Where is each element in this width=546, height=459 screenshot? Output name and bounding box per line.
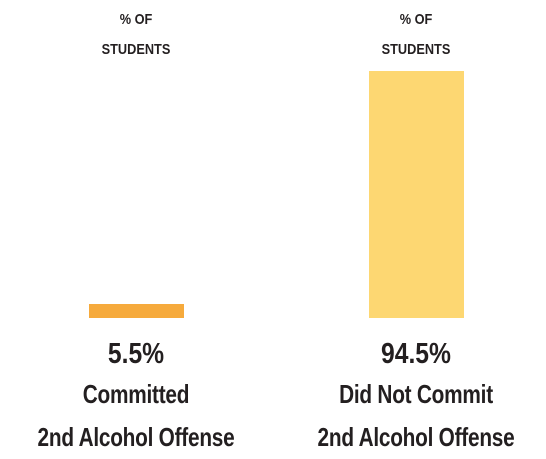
value-label: 5.5% [107,338,165,370]
bar [88,303,184,318]
bar [368,71,464,318]
category-label: Did Not Commit 2nd Alcohol Offense [317,379,515,452]
category-label: Committed 2nd Alcohol Offense [37,379,235,452]
bar-header: % OF STUDENTS [101,11,171,58]
bar-header: % OF STUDENTS [381,11,451,58]
value-label: 94.5% [381,338,451,370]
